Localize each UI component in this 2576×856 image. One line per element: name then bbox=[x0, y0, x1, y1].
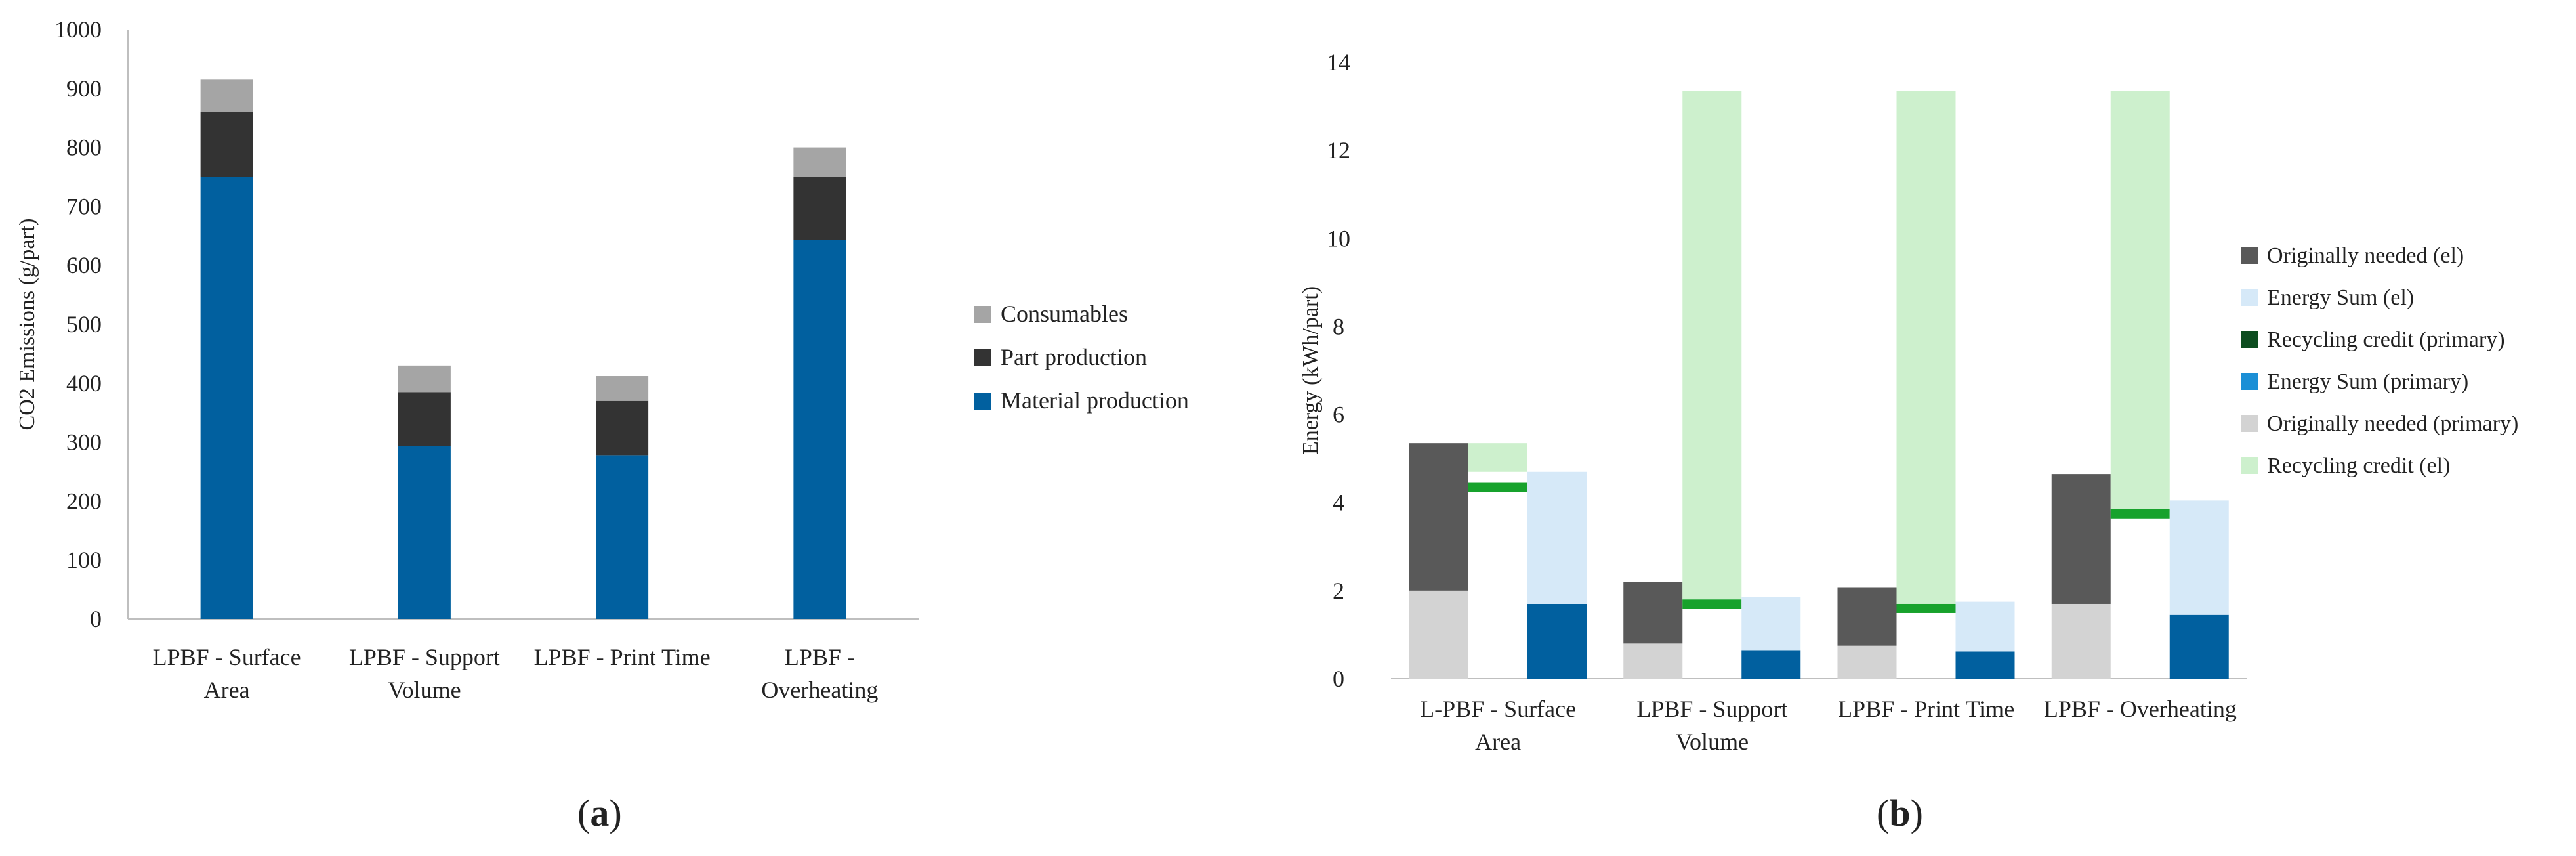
bar-recycling-credit-primary bbox=[1682, 599, 1742, 609]
y-tick-label: 500 bbox=[66, 311, 102, 337]
legend-label: Consumables bbox=[1001, 301, 1128, 327]
bar-recycling-credit-el bbox=[1468, 443, 1527, 472]
bar-originally-needed-el bbox=[1837, 587, 1897, 646]
panel-label-b: (b) bbox=[1877, 792, 1923, 834]
bar-part-production bbox=[793, 177, 846, 240]
legend-label: Originally needed (primary) bbox=[2267, 412, 2518, 436]
bar-recycling-credit-primary bbox=[1896, 603, 1956, 613]
bar-energy-sum-el bbox=[1527, 471, 1587, 604]
x-tick-label: Area bbox=[1475, 729, 1521, 755]
bar-energy-sum-primary bbox=[1741, 650, 1801, 679]
chart-b-energy: 0 2 4 6 8 10 12 14 Energy (kWh/part) L-PBF - Surf… bbox=[1298, 49, 2518, 755]
legend-swatch bbox=[2241, 331, 2258, 348]
y-tick-label: 4 bbox=[1333, 490, 1344, 516]
panel-label-a: (a) bbox=[577, 792, 622, 834]
bar-material-production bbox=[793, 240, 846, 619]
bar-energy-sum-el bbox=[1741, 597, 1801, 651]
legend-label: Material production bbox=[1001, 387, 1189, 414]
x-tick-label: Overheating bbox=[761, 677, 878, 703]
y-tick-label: 600 bbox=[66, 252, 102, 278]
bar-recycling-credit-el bbox=[2110, 91, 2170, 512]
y-tick-label: 400 bbox=[66, 370, 102, 396]
x-tick-label: L-PBF - Surface bbox=[1420, 696, 1576, 722]
legend-swatch bbox=[974, 393, 991, 410]
bar-material-production bbox=[200, 177, 253, 619]
y-tick-label: 0 bbox=[1333, 666, 1344, 692]
y-tick-label: 8 bbox=[1333, 313, 1344, 339]
bar-consumables bbox=[200, 79, 253, 112]
y-tick-label: 10 bbox=[1327, 225, 1350, 251]
legend-swatch bbox=[2241, 457, 2258, 474]
bar-energy-sum-el bbox=[2169, 500, 2229, 615]
x-tick-label: LPBF - bbox=[785, 644, 855, 670]
legend-label: Energy Sum (primary) bbox=[2267, 370, 2468, 394]
x-tick-label: LPBF - Print Time bbox=[1838, 696, 2014, 722]
legend-swatch bbox=[2241, 247, 2258, 264]
y-tick-label: 200 bbox=[66, 488, 102, 514]
x-tick-label: Volume bbox=[1676, 729, 1749, 755]
legend-swatch bbox=[2241, 289, 2258, 306]
legend-swatch bbox=[974, 306, 991, 323]
x-tick-label: Volume bbox=[388, 677, 461, 703]
bar-energy-sum-el bbox=[1955, 601, 2015, 652]
bar-originally-needed-primary bbox=[1837, 645, 1897, 679]
x-tick-label: LPBF - Overheating bbox=[2044, 696, 2237, 722]
bar-originally-needed-primary bbox=[1623, 643, 1683, 679]
y-tick-label: 300 bbox=[66, 429, 102, 456]
legend-label: Recycling credit (el) bbox=[2267, 454, 2450, 478]
y-axis-label: Energy (kWh/part) bbox=[1298, 286, 1323, 455]
legend-label: Originally needed (el) bbox=[2267, 244, 2464, 268]
bar-energy-sum-primary bbox=[1955, 651, 2015, 679]
bar-originally-needed-el bbox=[1623, 582, 1683, 644]
bar-part-production bbox=[398, 392, 451, 446]
y-tick-label: 14 bbox=[1327, 49, 1350, 75]
bar-part-production bbox=[596, 400, 649, 456]
legend-swatch bbox=[2241, 373, 2258, 390]
bar-originally-needed-el bbox=[2051, 474, 2111, 604]
y-tick-label: 2 bbox=[1333, 578, 1344, 604]
x-tick-label: LPBF - Surface bbox=[153, 644, 301, 670]
y-tick-label: 12 bbox=[1327, 137, 1350, 163]
bar-consumables bbox=[793, 147, 846, 177]
bar-material-production bbox=[398, 446, 451, 619]
bar-consumables bbox=[596, 376, 649, 401]
y-tick-label: 0 bbox=[90, 606, 102, 632]
x-tick-label: LPBF - Print Time bbox=[534, 644, 711, 670]
y-tick-label: 100 bbox=[66, 547, 102, 573]
y-tick-label: 700 bbox=[66, 193, 102, 219]
x-tick-label: LPBF - Support bbox=[1636, 696, 1787, 722]
bar-consumables bbox=[398, 365, 451, 393]
y-tick-label: 6 bbox=[1333, 402, 1344, 428]
bar-recycling-credit-primary bbox=[2110, 509, 2170, 519]
y-tick-label: 1000 bbox=[54, 16, 102, 43]
y-tick-label: 800 bbox=[66, 135, 102, 161]
legend-swatch bbox=[974, 349, 991, 366]
bar-originally-needed-el bbox=[1409, 443, 1468, 591]
bar-energy-sum-primary bbox=[1527, 603, 1587, 679]
bar-originally-needed-primary bbox=[2051, 603, 2111, 679]
bar-recycling-credit-el bbox=[1682, 91, 1742, 600]
bar-part-production bbox=[200, 112, 253, 177]
bar-originally-needed-primary bbox=[1409, 590, 1468, 679]
chart-a-co2-emissions: 0 100 200 300 400 500 600 700 800 900 1000 CO2 Emis… bbox=[15, 16, 1189, 703]
legend-label: Energy Sum (el) bbox=[2267, 286, 2414, 310]
y-axis-label: CO2 Emissions (g/part) bbox=[15, 219, 39, 431]
bar-energy-sum-primary bbox=[2169, 614, 2229, 679]
x-tick-label: LPBF - Support bbox=[349, 644, 500, 670]
legend-label: Part production bbox=[1001, 344, 1147, 370]
y-tick-label: 900 bbox=[66, 75, 102, 102]
x-tick-label: Area bbox=[204, 677, 250, 703]
bar-material-production bbox=[596, 455, 649, 619]
legend-swatch bbox=[2241, 415, 2258, 432]
bar-recycling-credit-primary bbox=[1468, 482, 1527, 492]
legend-label: Recycling credit (primary) bbox=[2267, 328, 2505, 352]
bar-recycling-credit-el bbox=[1896, 91, 1956, 604]
